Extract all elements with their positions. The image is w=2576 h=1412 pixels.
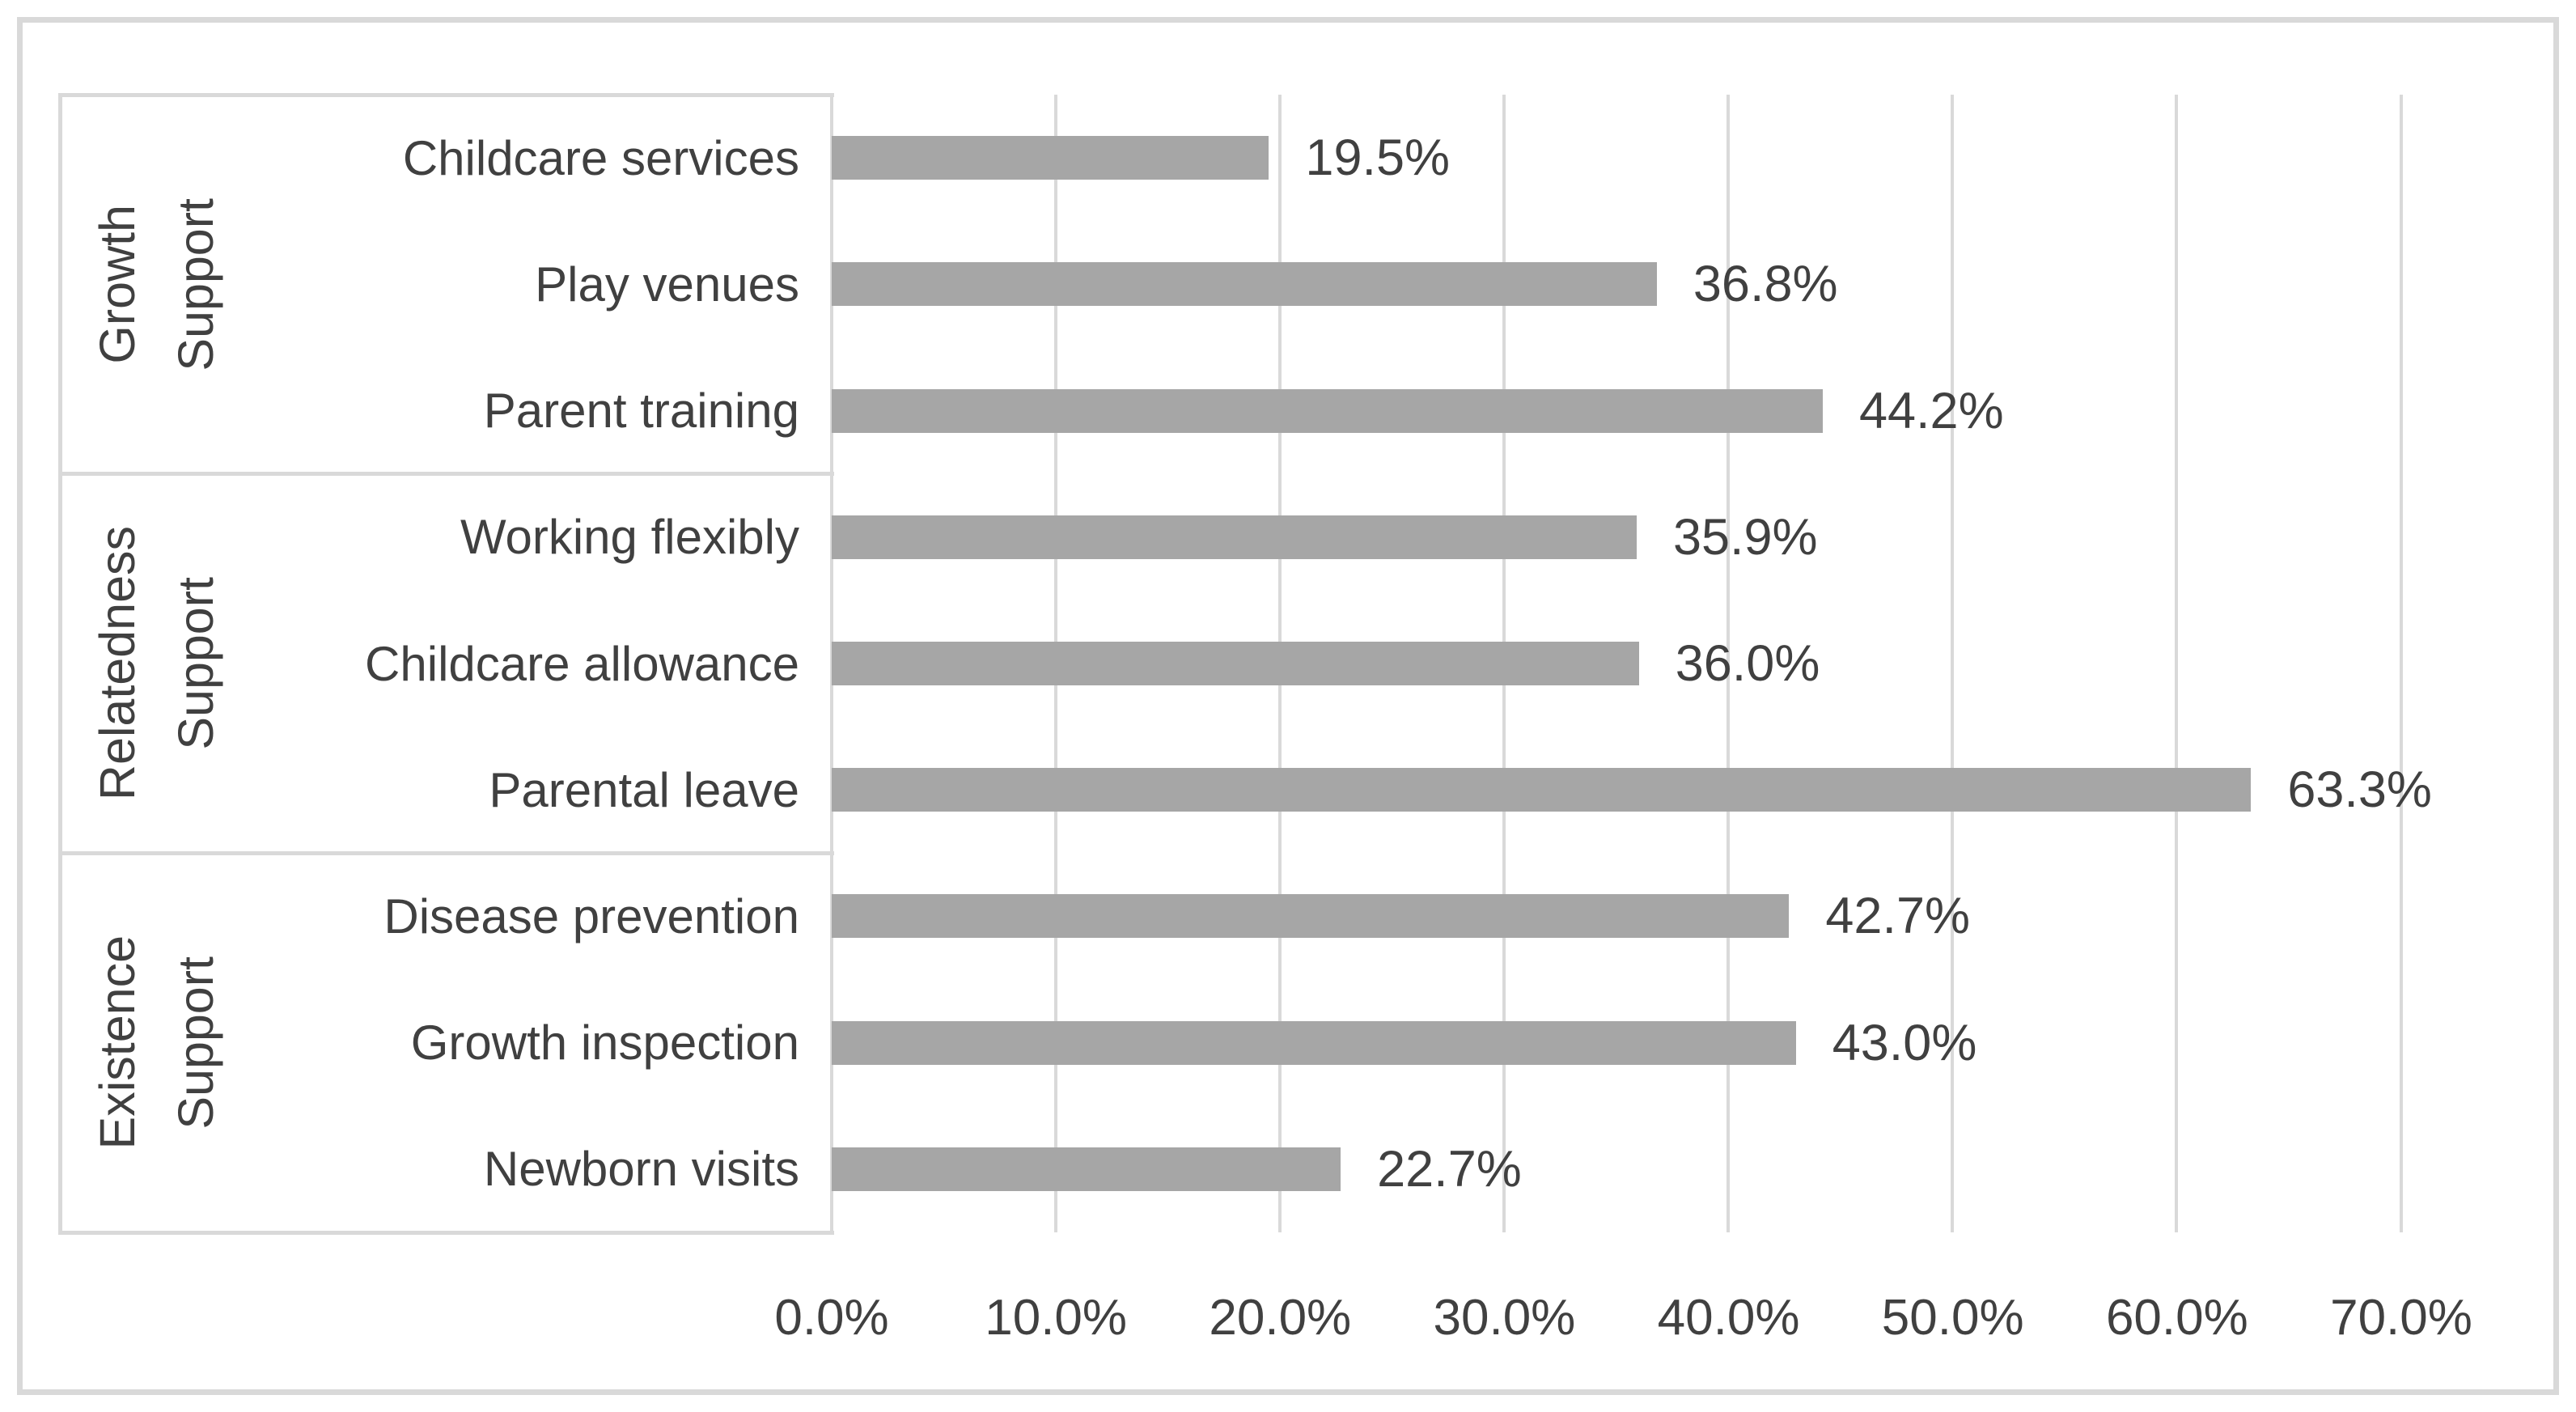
group-label: Growth Support (58, 95, 244, 474)
category-label: Newborn visits (483, 1142, 799, 1197)
bar (832, 515, 1637, 559)
group-items: Disease prevention Growth inspection Newbo… (244, 853, 832, 1232)
data-label: 36.8% (1693, 256, 1838, 313)
group-label-line: Support (167, 577, 223, 750)
group-row-0: Growth Support Childcare services Play venu… (58, 95, 832, 474)
data-label: 63.3% (2287, 761, 2432, 819)
group-divider-1 (58, 472, 834, 477)
group-label-line: Existence (89, 935, 145, 1150)
x-tick-label: 0.0% (774, 1290, 889, 1346)
group-row-2: Existence Support Disease prevention Growth… (58, 853, 832, 1232)
gridline-50.0% (1951, 95, 1955, 1232)
bar (832, 1020, 1796, 1065)
bar (832, 642, 1639, 685)
gridline-60.0% (2175, 95, 2179, 1232)
group-items: Working flexibly Childcare allowance Paren… (244, 474, 832, 854)
bar (832, 1147, 1341, 1191)
group-label-line: Support (167, 197, 223, 371)
category-label: Play venues (535, 257, 799, 312)
data-label: 43.0% (1832, 1014, 1977, 1071)
x-tick-label: 70.0% (2330, 1290, 2472, 1346)
bar (832, 136, 1269, 180)
group-divider-2 (58, 850, 834, 855)
group-label-line: Support (167, 956, 223, 1130)
group-label: Relatedness Support (58, 474, 244, 854)
data-label: 36.0% (1675, 635, 1820, 692)
label-panel-left-border (58, 95, 62, 1232)
x-tick-label: 10.0% (985, 1290, 1128, 1346)
group-items: Childcare services Play venues Parent trai… (244, 95, 832, 474)
category-label: Disease prevention (383, 888, 799, 943)
bar (832, 894, 1790, 939)
bar (832, 768, 2252, 812)
group-row-1: Relatedness Support Working flexibly Childc… (58, 474, 832, 854)
category-label: Childcare allowance (365, 636, 799, 691)
label-panel-bottom-border (58, 1230, 834, 1235)
data-label: 44.2% (1858, 382, 2004, 439)
category-label: Growth inspection (410, 1016, 799, 1071)
gridline-70.0% (2399, 95, 2403, 1232)
x-tick-label: 60.0% (2105, 1290, 2248, 1346)
bar (832, 388, 1823, 433)
data-label: 19.5% (1305, 129, 1451, 187)
x-tick-label: 30.0% (1433, 1290, 1576, 1346)
x-tick-label: 20.0% (1209, 1290, 1352, 1346)
gridline-0.0% (829, 95, 833, 1232)
category-labels: Growth Support Childcare services Play venu… (58, 95, 832, 1232)
x-tick-label: 40.0% (1657, 1290, 1800, 1346)
group-label-line: Growth (89, 205, 145, 364)
data-label: 22.7% (1377, 1140, 1522, 1198)
label-panel-top-border (58, 92, 834, 97)
category-label: Working flexibly (460, 510, 799, 565)
category-label: Childcare services (402, 130, 799, 185)
chart-outer-border (17, 17, 2559, 1395)
group-label-line: Relatedness (89, 526, 145, 801)
group-label: Existence Support (58, 853, 244, 1232)
x-tick-label: 50.0% (1881, 1290, 2024, 1346)
data-label: 35.9% (1672, 508, 1818, 566)
gridline-40.0% (1727, 95, 1731, 1232)
category-label: Parent training (483, 384, 799, 439)
data-label: 42.7% (1825, 888, 1971, 945)
bar (832, 262, 1657, 307)
category-label: Parental leave (489, 762, 799, 817)
